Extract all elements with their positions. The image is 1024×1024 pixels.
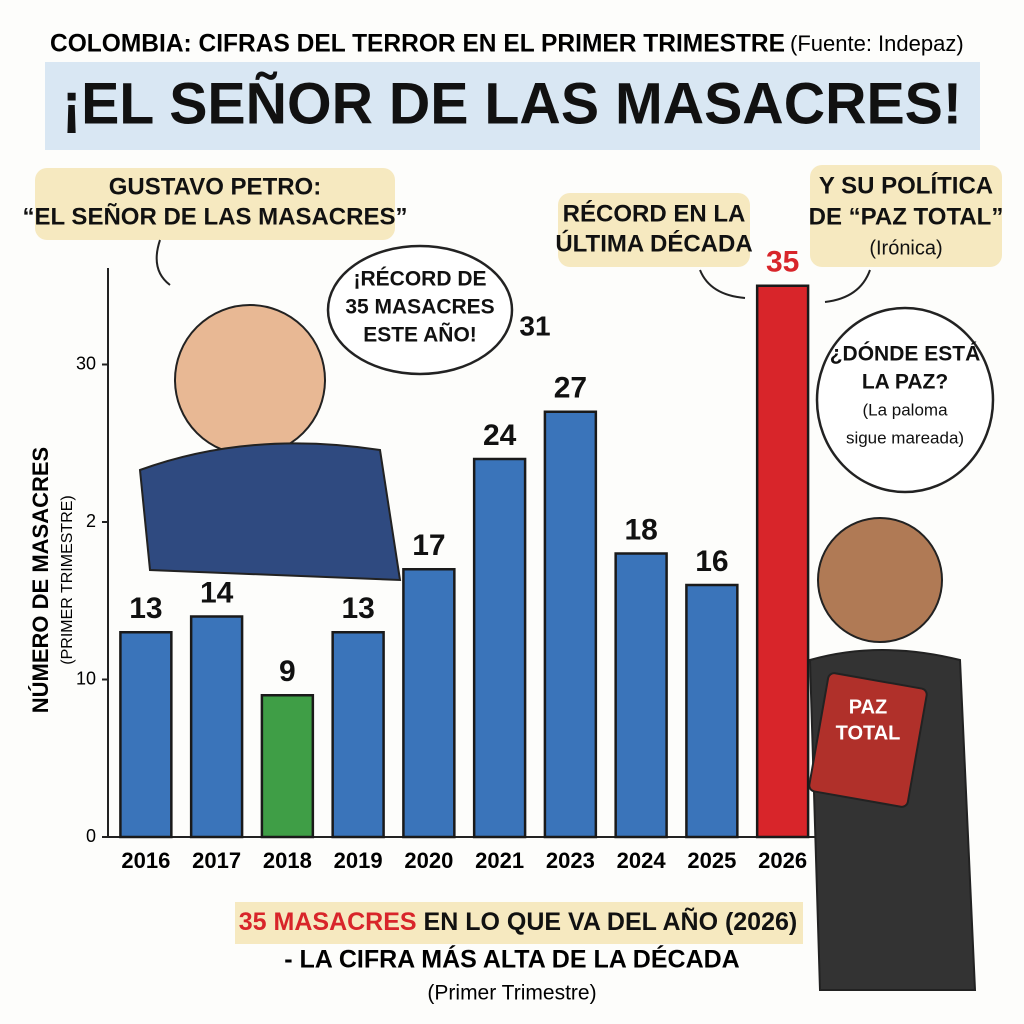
annotation: “EL SEÑOR DE LAS MASACRES” — [23, 202, 408, 230]
annotation: (La paloma — [862, 400, 948, 419]
bar — [331, 631, 385, 839]
x-tick-label: 2024 — [617, 848, 667, 873]
bar — [755, 284, 810, 839]
annotation: ¿DÓNDE ESTÁ — [830, 342, 981, 366]
x-tick-label: 2025 — [687, 848, 736, 873]
data-label: 24 — [483, 419, 517, 452]
callout-arrow — [699, 269, 746, 299]
bar — [614, 552, 668, 839]
bar — [260, 694, 315, 839]
x-tick-label: 2018 — [263, 848, 312, 873]
annotation: PAZ — [849, 696, 888, 718]
data-label: 9 — [279, 655, 296, 688]
annotation: DE “PAZ TOTAL” — [809, 203, 1004, 230]
y-tick-label: 30 — [76, 353, 96, 373]
callout-box — [35, 168, 395, 240]
annotation: 35 MASACRES — [345, 296, 494, 319]
y-tick-label: 10 — [76, 668, 96, 688]
x-tick-label: 2019 — [334, 848, 383, 873]
cartoon-face — [174, 304, 326, 456]
data-label: 13 — [341, 592, 374, 625]
annotation: sigue mareada) — [846, 428, 964, 447]
data-label: 18 — [624, 513, 657, 546]
x-tick-label: 2020 — [404, 848, 453, 873]
cartoon-body — [138, 442, 402, 582]
bar — [685, 583, 739, 839]
bar — [189, 615, 244, 839]
callout-box — [810, 165, 1002, 267]
callout-pointer — [155, 239, 171, 286]
data-label: 14 — [200, 576, 234, 609]
footer-highlight-text: 35 MASACRES — [239, 908, 417, 936]
x-tick-label: 2023 — [546, 848, 595, 873]
annotation: Y SU POLÍTICA — [819, 171, 993, 199]
headline: ¡EL SEÑOR DE LAS MASACRES! — [62, 71, 962, 136]
footer-line: 35 MASACRES EN LO QUE VA DEL AÑO (2026) — [239, 906, 797, 936]
data-label: 13 — [129, 592, 162, 625]
data-label: 35 — [766, 246, 799, 279]
x-tick-label: 2017 — [192, 848, 241, 873]
book — [808, 672, 928, 808]
x-tick-label: 2021 — [475, 848, 524, 873]
footer-text: EN LO QUE VA DEL AÑO (2026) — [417, 906, 798, 936]
annotation: ¡RÉCORD DE — [353, 268, 486, 291]
y-tick-label: 2 — [86, 511, 96, 531]
annotation: (Irónica) — [869, 237, 942, 259]
bar — [472, 457, 527, 839]
x-tick-label: 2026 — [758, 848, 807, 873]
speech-bubble — [815, 306, 995, 494]
annotation: LA PAZ? — [862, 371, 948, 394]
data-label: 17 — [412, 529, 445, 562]
bar — [543, 410, 598, 839]
annotation: TOTAL — [836, 722, 901, 744]
callout-arrow — [824, 269, 871, 303]
chart-title: COLOMBIA: CIFRAS DEL TERROR EN EL PRIMER… — [50, 30, 785, 58]
speech-bubble — [326, 244, 514, 376]
annotation: 31 — [519, 310, 550, 341]
headline-band — [45, 62, 980, 150]
data-label: 16 — [695, 545, 728, 578]
annotation: ESTE AÑO! — [363, 324, 477, 347]
annotation: RÉCORD EN LA — [563, 199, 746, 227]
bar — [402, 568, 456, 839]
footer-line: - LA CIFRA MÁS ALTA DE LA DÉCADA — [284, 945, 740, 974]
y-axis-label: NÚMERO DE MASACRES — [28, 447, 53, 713]
x-tick-label: 2016 — [121, 848, 170, 873]
footer-highlight — [235, 902, 803, 944]
annotation: GUSTAVO PETRO: — [109, 173, 321, 200]
annotation: ÚLTIMA DÉCADA — [555, 229, 752, 257]
callout-box — [558, 193, 750, 267]
data-label: 27 — [554, 372, 587, 405]
source: (Fuente: Indepaz) — [790, 31, 964, 56]
bar — [119, 631, 173, 839]
y-tick-label: 0 — [86, 826, 96, 846]
footer-line: (Primer Trimestre) — [427, 982, 596, 1005]
y-axis-sublabel: (PRIMER TRIMESTRE) — [59, 495, 76, 664]
cartoon-face — [817, 517, 943, 643]
